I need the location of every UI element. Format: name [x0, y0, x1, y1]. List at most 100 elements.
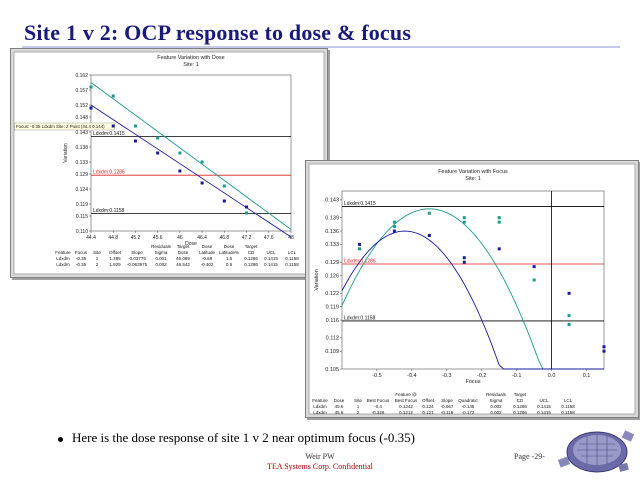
table-cell: 0.1286 [513, 404, 527, 409]
x-axis-label: Dose [185, 241, 197, 247]
reference-line-label: Ldxdm:0.1415 [344, 201, 376, 207]
table-cell: 0.1242 [399, 404, 413, 409]
table-header: LCL [288, 250, 297, 255]
data-point-site-2 [111, 124, 115, 128]
table-cell: -0.172 [462, 410, 475, 415]
table-header: Slope [441, 398, 453, 403]
table-header-top: Target [514, 392, 527, 397]
data-point-site-1 [497, 216, 501, 220]
wafer-logo-icon [557, 430, 635, 473]
data-point-site-2 [392, 229, 396, 233]
table-cell: -0.402 [201, 262, 214, 267]
table-header: Best Focus [367, 398, 390, 403]
bullet-dot [58, 436, 63, 442]
focus-chart-panel: Feature Variation with Focus Site: 1 0.143… [305, 160, 639, 418]
reference-line-label: Ldxdm:0.1415 [93, 131, 125, 137]
table-cell: 0.002 [490, 404, 502, 409]
chart-title: Feature Variation with Dose [157, 55, 224, 61]
table-header: Latitude% [219, 250, 239, 255]
data-point-site-2 [567, 291, 571, 295]
cursor-tooltip-label: Focus: -0.35 Ldxdm Site: 2 Point (44.4 0… [16, 124, 105, 129]
data-point-site-1 [245, 211, 249, 215]
data-point-site-1 [567, 323, 571, 326]
fit-curve-site-2 [341, 230, 604, 370]
table-cell: -0.067 [441, 404, 454, 409]
table-header: Best Focus [395, 398, 418, 403]
table-cell: -0.145 [462, 404, 475, 409]
y-tick-label: 0.129 [325, 260, 339, 266]
data-point-site-2 [89, 106, 93, 110]
table-cell: -0.35 [76, 262, 87, 267]
table-cell: -0.4 [374, 404, 382, 409]
table-cell: 0.002 [490, 410, 502, 415]
bullet-text: Here is the dose response of site 1 v 2 … [72, 430, 415, 445]
table-cell: 46.542 [176, 262, 190, 267]
table-header-top: Feature @ [395, 392, 417, 397]
table-cell: 45.6 [335, 410, 344, 415]
table-cell: -0.119 [441, 410, 454, 415]
table-header: Site [93, 250, 101, 255]
table-cell: 1 [357, 404, 360, 409]
data-point-site-1 [392, 220, 396, 224]
table-header-top: Residuals [151, 244, 172, 249]
table-cell: 2 [96, 262, 99, 267]
y-tick-label: 0.148 [75, 115, 88, 121]
title-rule [22, 46, 620, 48]
table-cell: 0.1286 [244, 262, 258, 267]
table-cell: 0.124 [422, 404, 434, 409]
table-header: Latitude [199, 250, 216, 255]
x-tick-label: -0.2 [477, 373, 486, 379]
data-point-site-2 [357, 242, 361, 246]
table-cell: 0.1158 [285, 256, 299, 261]
table-cell: 0.1415 [264, 262, 278, 267]
data-point-site-1 [427, 211, 431, 215]
x-tick-label: 46 [177, 235, 183, 241]
y-tick-label: 0.105 [325, 367, 339, 373]
y-tick-label: 0.112 [326, 336, 339, 342]
table-header-top: Residuals [486, 392, 507, 397]
table-cell: 0.1158 [561, 410, 575, 415]
footer-author: Weir PW [305, 452, 335, 461]
data-point-site-2 [602, 345, 606, 349]
table-header: CD [517, 398, 524, 403]
table-cell: -0.03775 [128, 256, 146, 261]
x-axis-label: Focus [466, 379, 481, 385]
y-tick-label: 0.157 [75, 88, 88, 94]
table-cell: 0.9 [226, 262, 233, 267]
table-header: UCL [539, 398, 548, 403]
fit-line-site-1 [90, 82, 292, 230]
table-cell: -0.326 [372, 410, 385, 415]
table-cell: -0.68 [202, 256, 213, 261]
table-cell: 0.1158 [285, 262, 299, 267]
data-point-site-1 [156, 136, 160, 140]
plot-area [341, 190, 605, 370]
x-tick-label: 47.6 [264, 235, 274, 241]
table-cell: 45.6 [335, 404, 344, 409]
data-point-site-2 [602, 349, 606, 353]
table-cell: 0.1286 [244, 256, 258, 261]
table-header: Offset [109, 250, 122, 255]
data-point-site-2 [532, 265, 536, 269]
table-cell: 1.285 [109, 256, 121, 261]
stats-table: Feature @ Residuals Target Feature Dose Site B… [312, 392, 575, 415]
table-cell: -0.35 [76, 256, 87, 261]
data-point-site-1 [357, 247, 361, 251]
data-point-site-2 [178, 169, 182, 173]
y-tick-label: 0.119 [326, 305, 339, 311]
data-point-site-2 [497, 247, 501, 251]
y-tick-label: 0.115 [76, 214, 88, 220]
data-point-site-1 [222, 184, 226, 188]
y-tick-label: 0.152 [75, 103, 88, 109]
y-tick-label: 0.143 [325, 198, 339, 204]
y-tick-label: 0.138 [75, 145, 88, 151]
table-cell: 0.121 [422, 410, 434, 415]
table-header: Quadratic [458, 398, 478, 403]
data-point-site-1 [392, 225, 396, 229]
data-point-site-2 [427, 234, 431, 237]
data-point-site-1 [532, 278, 536, 282]
table-cell: 0.1158 [561, 404, 575, 409]
table-header: UCL [266, 250, 275, 255]
table-header: CD [248, 250, 255, 255]
